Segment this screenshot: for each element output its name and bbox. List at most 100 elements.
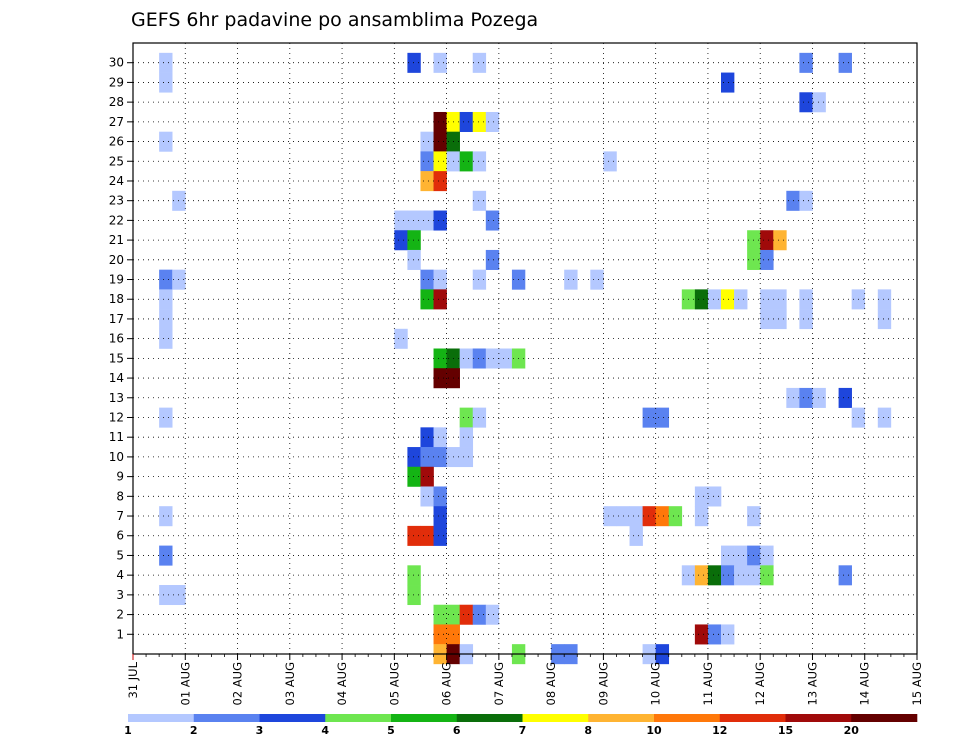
heatmap-cell: [433, 269, 447, 290]
x-tick-label: 09 AUG: [596, 662, 610, 705]
heatmap-cell: [721, 289, 735, 310]
colorbar-swatch: [654, 714, 721, 722]
y-tick-label: 9: [116, 470, 124, 484]
y-tick-label: 29: [109, 75, 124, 89]
x-tick-label: 06 AUG: [440, 662, 454, 705]
heatmap-cell: [707, 624, 722, 645]
heatmap-cell: [407, 52, 421, 73]
y-tick-label: 1: [116, 627, 124, 641]
y-axis-ensemble-members: 1234567891011121314151617181920212223242…: [109, 56, 133, 641]
heatmap-cell: [734, 565, 748, 586]
colorbar-legend: [128, 714, 918, 722]
heatmap-cell: [694, 624, 709, 645]
heatmap-cell: [642, 407, 656, 428]
x-axis-dates: 31 JUL 01 AUG 02 AUG 03 AUG 04 AUG 05 AUG 06 A…: [126, 654, 924, 705]
heatmap-cell: [655, 506, 670, 527]
heatmap-cell: [420, 447, 434, 468]
heatmap-cell: [159, 585, 173, 606]
heatmap-cell: [734, 289, 748, 310]
heatmap-cell: [773, 230, 787, 251]
heatmap-cell: [407, 210, 421, 231]
heatmap-cell: [407, 447, 421, 468]
heatmap-cell: [407, 525, 421, 546]
heatmap-cell: [433, 151, 447, 172]
heatmap-cell: [838, 565, 852, 586]
y-tick-label: 7: [116, 509, 124, 523]
heatmap-cell: [812, 92, 826, 113]
heatmap-cell: [838, 387, 852, 408]
y-tick-label: 30: [109, 56, 124, 70]
heatmap-cell: [459, 151, 474, 172]
y-tick-label: 16: [109, 332, 124, 346]
chart-title: GEFS 6hr padavine po ansamblima Pozega: [131, 9, 538, 31]
heatmap-cell: [694, 565, 709, 586]
heatmap-cell: [668, 506, 683, 527]
heatmap-cell: [420, 466, 434, 487]
colorbar-tick-label: 7: [519, 724, 527, 737]
heatmap-cell: [159, 407, 173, 428]
heatmap-cell: [159, 72, 173, 93]
heatmap-cell: [407, 585, 421, 606]
heatmap-cell: [420, 289, 434, 310]
heatmap-cell: [485, 249, 500, 270]
heatmap-cell: [159, 506, 173, 527]
heatmap-cell: [433, 111, 447, 132]
x-tick-label: 04 AUG: [335, 662, 349, 705]
colorbar-swatch: [522, 714, 589, 722]
colorbar-swatch: [391, 714, 458, 722]
heatmap-cell: [694, 486, 709, 507]
colorbar-tick-label: 10: [646, 724, 662, 737]
y-tick-label: 18: [109, 292, 124, 306]
colorbar-tick-label: 15: [778, 724, 793, 737]
y-tick-label: 26: [109, 135, 124, 149]
heatmap-cell: [433, 210, 447, 231]
colorbar-tick-label: 20: [844, 724, 860, 737]
colorbar-swatch: [785, 714, 852, 722]
colorbar-swatch: [325, 714, 392, 722]
x-tick-label: 15 AUG: [910, 662, 924, 705]
colorbar-tick-label: 3: [256, 724, 264, 737]
colorbar-tick-label: 4: [321, 724, 329, 737]
heatmap-cell: [472, 151, 487, 172]
heatmap-cell: [433, 427, 447, 448]
heatmap-cell: [838, 52, 852, 73]
y-tick-label: 22: [109, 213, 124, 227]
heatmap-cell: [459, 427, 474, 448]
heatmap-cell: [394, 328, 408, 349]
heatmap-cell: [694, 506, 709, 527]
heatmap-cell: [459, 604, 474, 625]
heatmap-cell: [877, 309, 892, 330]
heatmap-cell: [433, 486, 447, 507]
y-tick-label: 5: [116, 548, 124, 562]
heatmap-cell: [433, 171, 447, 192]
heatmap-cell: [799, 92, 813, 113]
heatmap-cell: [485, 111, 500, 132]
heatmap-cell: [655, 407, 670, 428]
y-tick-label: 24: [109, 174, 124, 188]
y-tick-label: 12: [109, 410, 124, 424]
heatmap-cell: [159, 328, 173, 349]
y-tick-label: 21: [109, 233, 124, 247]
heatmap-cell: [877, 407, 892, 428]
y-tick-label: 3: [116, 588, 124, 602]
x-tick-label: 05 AUG: [387, 662, 401, 705]
heatmap-cell: [459, 348, 474, 369]
heatmap-cell: [721, 624, 735, 645]
heatmap-cell: [812, 387, 826, 408]
x-tick-label: 13 AUG: [805, 662, 819, 705]
heatmap-cell: [433, 52, 447, 73]
heatmap-cell: [799, 52, 813, 73]
y-tick-label: 15: [109, 351, 124, 365]
heatmap-cell: [603, 506, 617, 527]
colorbar-tick-label: 5: [387, 724, 395, 737]
heatmap-cell: [420, 525, 434, 546]
heatmap-cell: [407, 249, 421, 270]
colorbar-swatch: [193, 714, 260, 722]
x-tick-label: 02 AUG: [231, 662, 245, 705]
y-tick-label: 13: [109, 391, 124, 405]
heatmap-cell: [159, 289, 173, 310]
heatmap-cell: [485, 210, 500, 231]
heatmap-cell: [159, 52, 173, 73]
heatmap-cell: [420, 427, 434, 448]
y-tick-label: 27: [109, 115, 124, 129]
